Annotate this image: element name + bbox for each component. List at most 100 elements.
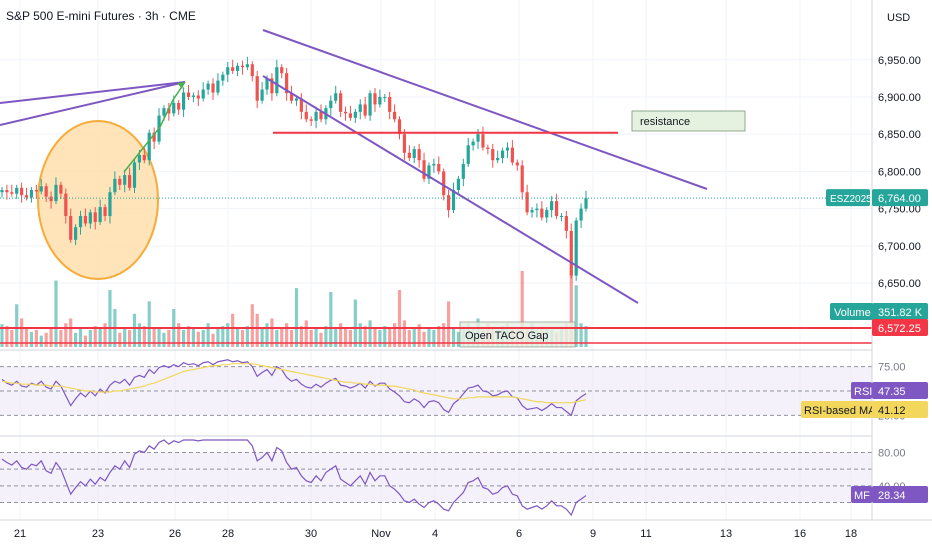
mf-name-tag-bg [851,486,872,503]
gap-label: Open TACO Gap [465,330,548,342]
candle [314,106,318,129]
time-tick-label: Nov [371,528,391,540]
volume-bar [363,326,367,347]
candle [564,210,568,239]
mf-tick-label: 80.00 [878,448,906,460]
volume-bar [108,290,112,347]
volume-bar [294,288,299,347]
candle [554,193,559,220]
candle [118,175,122,190]
candle-body [388,96,392,112]
time-axis[interactable]: 21 23 26 28 30 Nov 4 6 9 11 13 16 18 [0,519,932,550]
volume-bar [59,329,63,347]
rsi-line [1,359,587,417]
candle [0,187,4,198]
candle [167,102,171,121]
candle [196,90,200,106]
volume-bar [451,328,456,347]
candle-body [466,145,470,164]
candle-body [275,67,279,94]
candle-body [569,230,573,276]
volume-bar [152,328,156,347]
volume-bar [29,331,34,347]
time-tick-label: 9 [590,528,596,540]
candle [486,144,490,155]
candle [299,93,303,120]
candle-body [339,93,343,112]
candle [471,138,475,151]
time-tick-label: 23 [92,528,104,540]
volume-bar [334,328,338,347]
candle-body [270,78,274,94]
candle [54,177,58,205]
volume-bar [78,328,83,347]
time-tick-label: 4 [432,528,438,540]
volume-bar [142,326,146,347]
candle-body [235,65,240,71]
candle-body [540,208,544,218]
candle [98,199,102,225]
candle-body [353,111,357,118]
volume-bar [83,335,88,347]
symbol-tag: ESZ2025 [830,194,872,205]
volume-bars [0,271,588,347]
mf-name-tag: MF [854,490,870,502]
candle-body [78,216,83,228]
volume-bar [123,328,127,347]
candle-body [59,184,63,194]
price-tick-label: 6,900.00 [878,92,921,104]
candle [211,78,215,100]
candle [44,183,48,202]
candle-body [123,175,127,185]
volume-value-tag-bg [872,303,928,320]
candle-body [481,134,485,148]
candle [525,184,529,216]
candle-body [167,108,171,114]
currency-label[interactable]: USD [887,12,911,24]
volume-bar [186,326,191,347]
volume-bar [137,323,142,347]
candle [329,95,333,116]
drawings[interactable]: resistance [0,29,872,344]
candle-body [584,198,588,209]
candle-body [358,104,362,112]
candle [520,160,524,200]
candle [20,182,24,203]
volume-bar [270,318,274,347]
candle [142,147,146,164]
volume-bar [584,326,588,347]
candle [69,208,73,243]
volume-bar [177,323,181,347]
candle [152,127,156,150]
candle [5,184,9,200]
candle-body [201,89,205,99]
volume-bar [265,323,269,347]
candle-body [127,175,132,188]
rsi-ma-value-tag: 41.12 [878,405,906,417]
candle [358,99,362,120]
volume-bar [147,301,151,347]
volume-bar [5,326,9,347]
candle [10,184,14,197]
time-tick-label: 16 [794,528,806,540]
candle [113,171,117,196]
time-tick-label: 21 [14,528,26,540]
candle-body [196,95,200,99]
candle [402,128,407,161]
volume-bar [181,329,186,347]
candle [569,223,573,279]
price-tick-label: 6,750.00 [878,204,921,216]
volume-bar [0,324,4,347]
price-axis[interactable]: 6,950.00 6,900.00 6,850.00 6,800.00 6,750.00… [801,0,932,520]
candle-body [446,195,451,211]
candle [417,143,421,168]
candle-body [69,216,73,240]
candle-body [397,119,402,135]
candle-body [368,93,372,116]
volume-bar [427,328,431,347]
volume-bar [240,329,245,347]
candle [186,85,191,100]
candle [319,104,323,123]
